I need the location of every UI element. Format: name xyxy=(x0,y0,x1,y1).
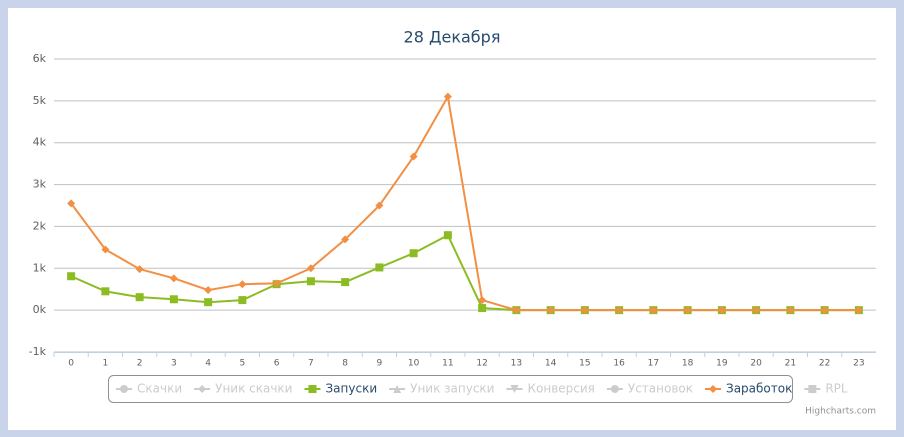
x-tick-label: 9 xyxy=(377,359,383,369)
x-tick-label: 16 xyxy=(613,359,625,369)
data-point xyxy=(478,296,487,305)
x-tick-label: 15 xyxy=(579,359,590,369)
data-point xyxy=(135,293,144,302)
x-tick-label: 21 xyxy=(785,359,796,369)
data-point xyxy=(854,306,863,315)
legend-symbol xyxy=(510,385,519,393)
data-point xyxy=(204,298,213,307)
y-tick-label: 0k xyxy=(33,303,47,316)
x-tick-label: 14 xyxy=(545,359,557,369)
credit[interactable]: Highcharts.com xyxy=(805,407,876,417)
data-point xyxy=(306,277,315,286)
data-point xyxy=(546,306,555,315)
data-point xyxy=(375,263,384,272)
x-tick-label: 7 xyxy=(308,359,314,369)
x-tick-label: 19 xyxy=(716,359,728,369)
x-tick-label: 22 xyxy=(819,359,830,369)
legend-symbol xyxy=(808,385,817,393)
legend-item[interactable]: Скачки xyxy=(137,382,182,396)
legend-box xyxy=(108,375,793,403)
y-tick-label: 1k xyxy=(33,261,47,274)
data-point xyxy=(135,265,144,274)
x-tick-label: 11 xyxy=(442,359,453,369)
y-tick-label: 3k xyxy=(33,178,47,191)
data-point xyxy=(820,306,829,315)
x-tick-label: 5 xyxy=(240,359,246,369)
legend-item[interactable]: Заработок xyxy=(726,382,792,396)
data-point xyxy=(409,249,418,258)
y-tick-label: 4k xyxy=(33,136,47,149)
chart-background xyxy=(8,8,896,430)
legend-item[interactable]: Уник запуски xyxy=(410,382,494,396)
data-point xyxy=(341,235,350,244)
x-tick-label: 1 xyxy=(103,359,109,369)
legend-symbol xyxy=(393,385,402,393)
data-point xyxy=(272,279,281,288)
x-tick-label: 23 xyxy=(853,359,864,369)
legend-item[interactable]: Установок xyxy=(628,382,693,396)
data-point xyxy=(409,152,418,161)
chart-title: 28 Декабря xyxy=(404,28,501,47)
series-line xyxy=(70,93,859,312)
legend-symbol xyxy=(709,385,717,393)
y-tick-label: 6k xyxy=(33,52,47,65)
data-point xyxy=(306,264,315,273)
x-tick-label: 3 xyxy=(171,359,177,369)
x-tick-label: 13 xyxy=(511,359,522,369)
data-point xyxy=(101,287,110,296)
data-point xyxy=(786,306,795,315)
y-tick-label: -1k xyxy=(29,345,47,358)
data-point xyxy=(615,306,624,315)
legend-item[interactable]: Уник скачки xyxy=(215,382,292,396)
data-point xyxy=(443,231,452,240)
data-point xyxy=(649,306,658,315)
x-tick-label: 8 xyxy=(342,359,348,369)
data-point xyxy=(67,199,76,208)
data-point xyxy=(67,272,76,281)
data-point xyxy=(204,286,213,295)
y-tick-label: 5k xyxy=(33,94,47,107)
legend-item[interactable]: Конверсия xyxy=(527,382,594,396)
x-tick-label: 4 xyxy=(205,359,211,369)
x-tick-label: 0 xyxy=(68,359,74,369)
x-tick-label: 6 xyxy=(274,359,280,369)
x-tick-label: 12 xyxy=(476,359,487,369)
data-point xyxy=(717,306,726,315)
data-point xyxy=(169,274,178,283)
data-point xyxy=(238,296,247,305)
legend-symbol xyxy=(610,385,619,393)
data-point xyxy=(169,295,178,304)
x-tick-label: 18 xyxy=(682,359,694,369)
data-point xyxy=(512,306,521,315)
legend-symbol xyxy=(198,385,207,393)
data-point xyxy=(683,306,692,315)
data-point xyxy=(238,280,247,289)
data-point xyxy=(443,92,452,101)
x-tick-label: 20 xyxy=(750,359,762,369)
legend-item[interactable]: Запуски xyxy=(325,382,377,396)
legend-symbol xyxy=(120,385,128,393)
data-point xyxy=(341,278,350,287)
data-point xyxy=(478,304,487,313)
legend-item[interactable]: RPL xyxy=(825,382,848,396)
legend-symbol xyxy=(308,385,317,393)
data-point xyxy=(101,245,110,254)
y-tick-label: 2k xyxy=(33,219,47,232)
x-tick-label: 10 xyxy=(408,359,420,369)
data-point xyxy=(375,201,384,210)
x-tick-label: 2 xyxy=(137,359,143,369)
data-point xyxy=(752,306,761,315)
x-tick-label: 17 xyxy=(648,359,659,369)
data-point xyxy=(580,306,589,315)
